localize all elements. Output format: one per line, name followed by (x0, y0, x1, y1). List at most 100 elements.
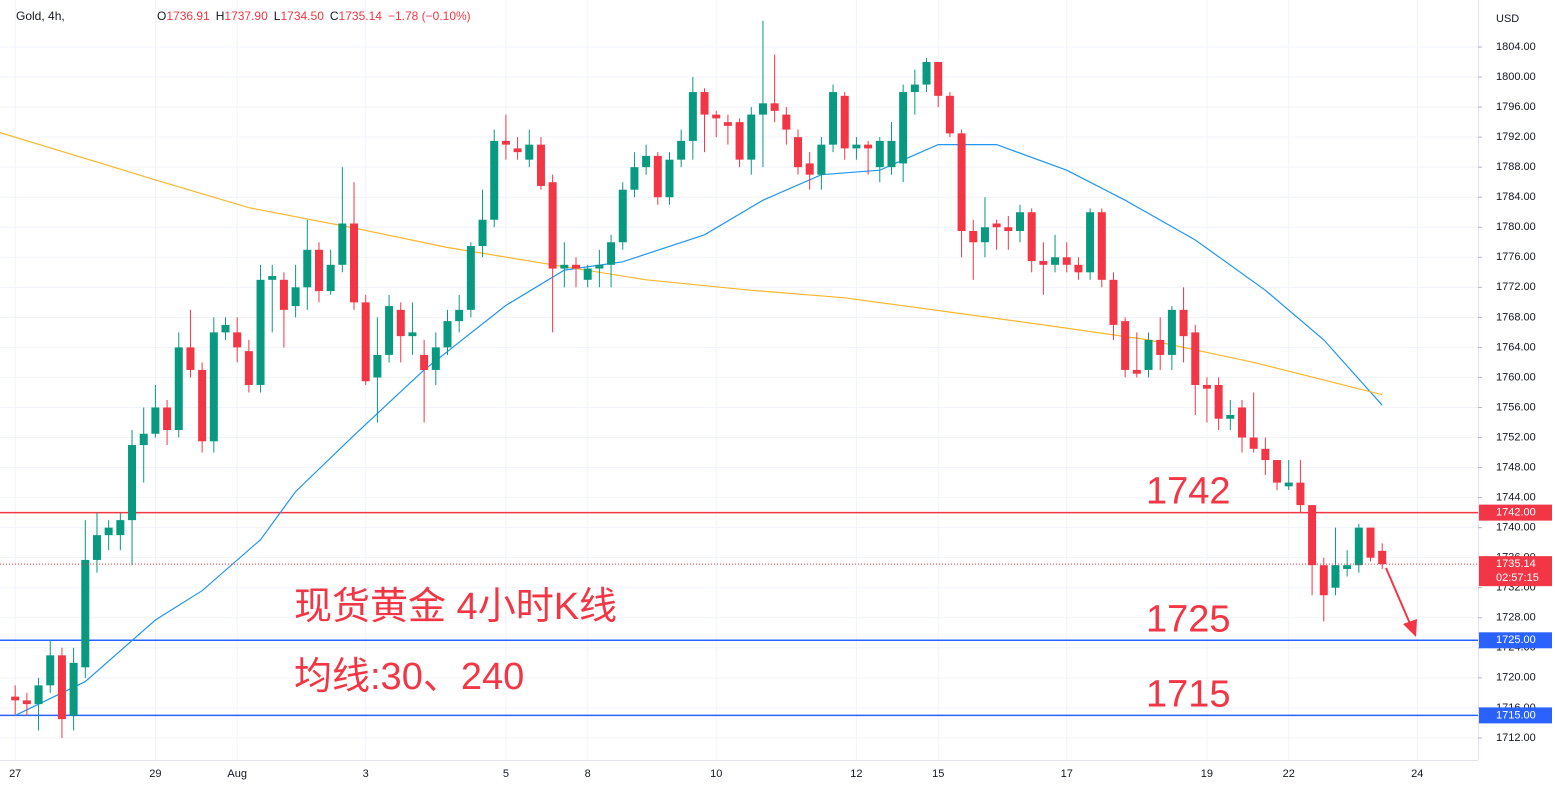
y-tick-label: 1740.00 (1496, 522, 1536, 534)
candle-body (1261, 448, 1270, 461)
x-tick-label: 22 (1283, 768, 1295, 780)
y-tick-label: 1780.00 (1496, 221, 1536, 233)
candle-body (525, 144, 534, 160)
chart-header: Gold, 4h, O1736.91 H1737.90 L1734.50 C1735.1… (16, 9, 471, 23)
ohlc-value: 1736.91 (166, 9, 210, 23)
candle-body (595, 264, 604, 269)
x-tick-label: 15 (932, 768, 944, 780)
candle-body (735, 122, 744, 160)
candle-body (326, 264, 335, 292)
candle-body (1191, 332, 1200, 385)
candle-body (57, 655, 66, 720)
candle-body (139, 433, 148, 446)
candle-body (1004, 227, 1013, 232)
candle-body (291, 287, 300, 307)
candle-body (1366, 527, 1375, 558)
candle-body (116, 520, 125, 536)
y-tick-label: 1744.00 (1496, 492, 1536, 504)
candle-body (1214, 384, 1223, 419)
candle-body (1109, 279, 1118, 325)
candle-body (1015, 212, 1024, 232)
moving-average (14, 144, 1383, 716)
candle-body (1121, 321, 1130, 370)
ohlc-key: O (157, 9, 166, 23)
candle-body (1132, 369, 1141, 374)
candle-body (829, 92, 838, 145)
candle-body (1354, 527, 1363, 566)
price-label: 1742.00 (1496, 507, 1536, 519)
ohlc-key: C (330, 9, 339, 23)
candle-body (69, 662, 78, 716)
x-tick-label: 19 (1201, 768, 1213, 780)
y-tick-label: 1756.00 (1496, 401, 1536, 413)
candle-body (747, 114, 756, 160)
y-tick-label: 1720.00 (1496, 672, 1536, 684)
candle-body (840, 95, 849, 149)
candle-body (957, 133, 966, 232)
candle-body (385, 306, 394, 355)
candle-body (1027, 212, 1036, 262)
y-tick-label: 1768.00 (1496, 311, 1536, 323)
x-tick-label: 27 (9, 768, 21, 780)
y-tick-label: 1788.00 (1496, 161, 1536, 173)
candle-body (536, 144, 545, 186)
candle-body (969, 231, 978, 243)
candle-body (256, 279, 265, 385)
level-annotation: 1725 (1146, 598, 1231, 640)
ohlc-value: 1734.50 (280, 9, 324, 23)
arrow-head (1403, 619, 1417, 637)
candle-body (560, 264, 569, 269)
y-tick-label: 1792.00 (1496, 131, 1536, 143)
candle-body (700, 92, 709, 115)
x-tick-label: 17 (1061, 768, 1073, 780)
change: −1.78 (−0.10%) (388, 9, 471, 23)
candle-body (980, 227, 989, 243)
candle-body (314, 249, 323, 292)
candle-body (478, 219, 487, 247)
candle-body (852, 144, 861, 149)
candle-body (303, 249, 312, 288)
candle-body (875, 140, 884, 168)
x-tick-label: 24 (1411, 768, 1423, 780)
x-tick-label: Aug (227, 768, 247, 780)
candle-body (373, 354, 382, 378)
annotation: 现货黄金 4小时K线 (294, 586, 617, 628)
candle-body (712, 114, 721, 119)
candle-body (1039, 261, 1048, 265)
candle-body (1167, 309, 1176, 355)
y-tick-label: 1760.00 (1496, 371, 1536, 383)
candle-body (1062, 257, 1071, 265)
current-price-box (1479, 556, 1552, 587)
candle-body (279, 279, 288, 310)
candle-body (677, 140, 686, 160)
x-tick-label: 3 (363, 768, 369, 780)
candle-body (151, 407, 160, 434)
candle-body (431, 347, 440, 370)
candle-body (46, 655, 55, 686)
annotation: 均线:30、240 (294, 656, 524, 698)
y-tick-label: 1712.00 (1496, 732, 1536, 744)
y-tick-label: 1796.00 (1496, 101, 1536, 113)
candle-body (1319, 565, 1328, 596)
candle-body (758, 103, 767, 115)
candle-body (630, 167, 639, 190)
candle-body (466, 246, 475, 310)
candle-body (794, 137, 803, 168)
candle-body (887, 140, 896, 168)
candle-body (1378, 550, 1387, 565)
candle-body (221, 324, 230, 333)
candle-body (770, 103, 779, 111)
moving-average (0, 132, 1383, 396)
price-label-box (1479, 504, 1552, 521)
candle-body (607, 242, 616, 265)
candle-body (1343, 565, 1352, 569)
candle-body (1144, 339, 1153, 370)
y-tick-label: 1776.00 (1496, 251, 1536, 263)
candle-body (361, 302, 370, 382)
candle-body (1308, 505, 1317, 566)
level-annotation: 1715 (1146, 673, 1231, 715)
x-tick-label: 12 (850, 768, 862, 780)
price-label: 1715.00 (1496, 709, 1536, 721)
x-tick-label: 5 (503, 768, 509, 780)
